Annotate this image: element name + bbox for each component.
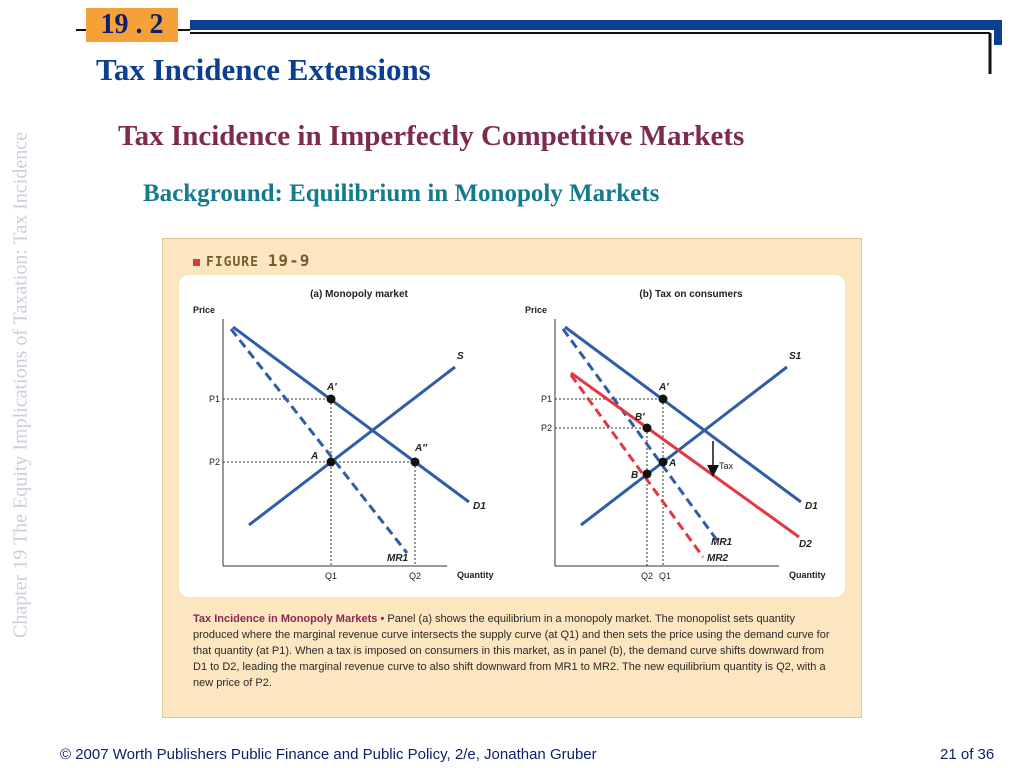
panel-a-title: (a) Monopoly market <box>310 289 408 300</box>
panel-b: (b) Tax on consumers Price Quantity <box>525 289 826 581</box>
panel-a-supply-curve <box>248 365 456 527</box>
panel-b-q1-label: Q1 <box>659 571 671 581</box>
panel-a-demand-curve <box>232 325 470 504</box>
panel-a-label-a: A <box>310 451 318 462</box>
panel-b-supply-curve <box>580 365 788 527</box>
panel-b-p1-label: P1 <box>541 394 552 404</box>
panel-a-point-a <box>326 457 336 467</box>
panel-b-demand2-label: D2 <box>799 539 812 550</box>
panel-a-point-a-double-prime <box>410 457 420 467</box>
panel-b-q2-label: Q2 <box>641 571 653 581</box>
panel-b-p2-label: P2 <box>541 423 552 433</box>
panel-a: (a) Monopoly market Price Quantity <box>193 289 494 581</box>
panel-a-y-axis-label: Price <box>193 305 215 315</box>
slide-title: Tax Incidence Extensions <box>96 52 431 87</box>
panel-a-q1-label: Q1 <box>325 571 337 581</box>
figure-panel: (a) Monopoly market Price Quantity <box>179 275 845 597</box>
panel-b-label-a-prime: A′ <box>658 382 669 393</box>
chapter-sidebar-text: Chapter 19 The Equity Implications of Ta… <box>9 132 32 638</box>
footer-credit: © 2007 Worth Publishers Public Finance a… <box>60 746 597 763</box>
subtitle: Tax Incidence in Imperfectly Competitive… <box>118 120 745 152</box>
footer-page-number: 21 of 36 <box>940 746 995 763</box>
figure-label-prefix: FIGURE <box>206 255 259 270</box>
panel-b-demand1-label: D1 <box>805 501 818 512</box>
figure-box: FIGURE 19-9 (a) Monopoly market Price Qu… <box>162 238 862 718</box>
panel-a-x-axis-label: Quantity <box>457 570 494 580</box>
figure-diagram: (a) Monopoly market Price Quantity <box>193 289 826 581</box>
figure-label: FIGURE 19-9 <box>193 251 310 270</box>
figure-label-number: 19-9 <box>267 251 311 270</box>
panel-a-q2-label: Q2 <box>409 571 421 581</box>
panel-b-mr1-curve <box>561 328 721 544</box>
panel-b-mr2-label: MR2 <box>707 553 729 564</box>
panel-b-label-a: A <box>668 458 676 469</box>
panel-a-label-a-double-prime: A″ <box>414 443 428 454</box>
panel-a-supply-label: S <box>457 351 464 362</box>
header-rule <box>76 20 1002 74</box>
panel-a-demand-label: D1 <box>473 501 486 512</box>
caption-body: Panel (a) shows the equilibrium in a mon… <box>193 613 830 689</box>
chapter-sidebar: Chapter 19 The Equity Implications of Ta… <box>6 30 36 740</box>
panel-b-label-b: B <box>631 470 638 481</box>
panel-b-demand2-curve <box>570 371 800 539</box>
panel-b-label-b-prime: B′ <box>635 412 645 423</box>
panel-b-point-b-prime <box>642 423 652 433</box>
panel-b-x-axis-label: Quantity <box>789 570 826 580</box>
panel-a-p1-label: P1 <box>209 394 220 404</box>
caption-heading: Tax Incidence in Monopoly Markets • <box>193 613 385 625</box>
figure-bullet-icon <box>193 259 200 266</box>
panel-b-tax-label: Tax <box>719 461 734 471</box>
panel-b-mr1-label: MR1 <box>711 537 733 548</box>
panel-a-p2-label: P2 <box>209 457 220 467</box>
panel-a-point-a-prime <box>326 394 336 404</box>
panel-b-point-b <box>642 469 652 479</box>
panel-b-title: (b) Tax on consumers <box>639 289 743 300</box>
panel-b-demand1-curve <box>564 325 802 504</box>
section-number: 19 . 2 <box>86 8 178 42</box>
sub-subtitle: Background: Equilibrium in Monopoly Mark… <box>143 180 660 207</box>
panel-b-y-axis-label: Price <box>525 305 547 315</box>
panel-b-mr2-curve <box>569 374 705 558</box>
panel-b-point-a-prime <box>658 394 668 404</box>
panel-b-supply-label: S1 <box>789 351 802 362</box>
figure-caption: Tax Incidence in Monopoly Markets • Pane… <box>193 611 833 691</box>
panel-a-label-a-prime: A′ <box>326 382 337 393</box>
panel-b-point-a <box>658 457 668 467</box>
panel-a-mr-label: MR1 <box>387 553 409 564</box>
panel-a-mr-curve <box>229 328 409 554</box>
